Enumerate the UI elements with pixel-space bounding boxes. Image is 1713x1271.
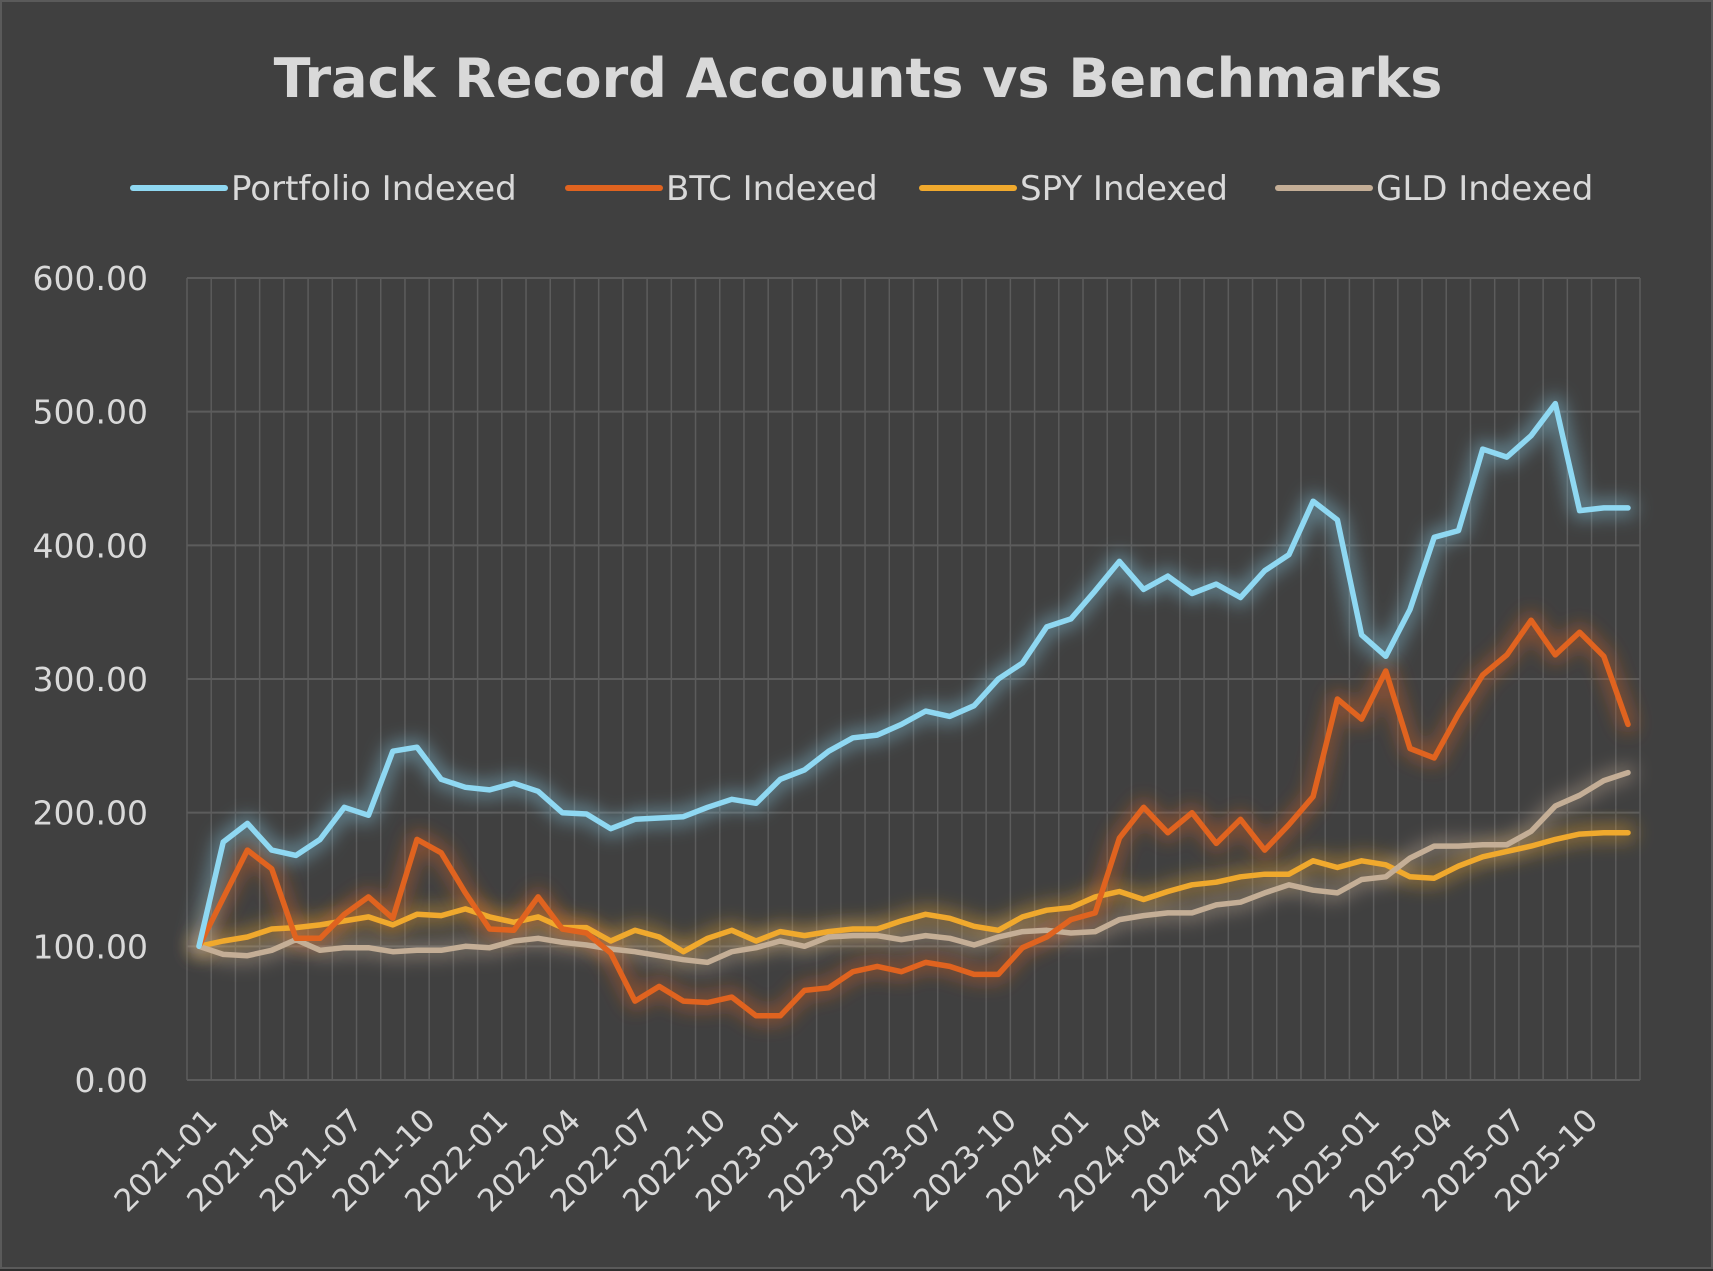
y-tick-label: 400.00 [33,526,148,565]
y-tick-label: 200.00 [33,794,148,833]
chart-title: Track Record Accounts vs Benchmarks [274,47,1443,110]
legend: Portfolio Indexed BTC Indexed SPY Indexed G… [130,169,1593,209]
series-line-spy-indexed [196,829,1631,955]
series-line-gld-indexed [196,769,1631,966]
x-axis-ticks: 2021-012021-042021-072021-102022-012022-… [108,1102,1606,1219]
legend-label-spy-indexed: SPY Indexed [1020,169,1228,209]
series-line-btc-indexed [196,617,1631,1019]
legend-label-btc-indexed: BTC Indexed [666,169,878,209]
y-tick-label: 0.00 [75,1061,148,1100]
y-tick-label: 600.00 [33,259,148,298]
legend-label-gld-indexed: GLD Indexed [1376,169,1593,209]
y-tick-label: 100.00 [33,927,148,966]
series-line-portfolio-indexed [196,400,1631,950]
y-tick-label: 300.00 [33,660,148,699]
y-tick-label: 500.00 [33,393,148,432]
y-axis-ticks: 0.00 100.00 200.00 300.00 400.00 500.00 600.00 [33,259,148,1100]
legend-label-portfolio-indexed: Portfolio Indexed [231,169,517,209]
series-line-layer [196,400,1631,1019]
